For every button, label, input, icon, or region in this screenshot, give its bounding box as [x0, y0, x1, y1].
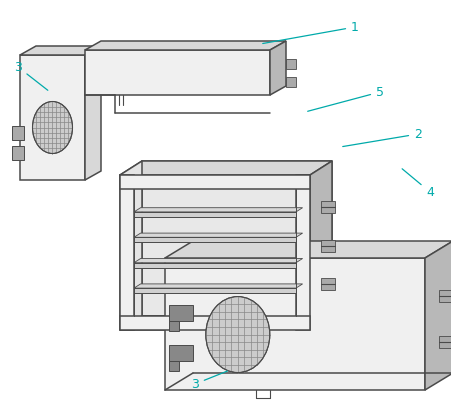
Polygon shape	[120, 316, 309, 330]
Polygon shape	[120, 161, 142, 330]
Text: 5: 5	[307, 86, 383, 111]
Polygon shape	[133, 233, 302, 237]
Text: 4: 4	[401, 169, 433, 199]
Polygon shape	[320, 201, 334, 213]
Ellipse shape	[32, 101, 72, 154]
Polygon shape	[133, 212, 295, 217]
Polygon shape	[20, 46, 101, 55]
Polygon shape	[133, 284, 302, 288]
Polygon shape	[285, 59, 295, 68]
Polygon shape	[320, 278, 334, 290]
Polygon shape	[133, 258, 302, 263]
Polygon shape	[309, 161, 331, 330]
Polygon shape	[269, 41, 285, 95]
Polygon shape	[85, 46, 101, 180]
Polygon shape	[133, 208, 302, 212]
Polygon shape	[438, 290, 451, 302]
Polygon shape	[133, 237, 295, 242]
Text: 3: 3	[14, 61, 48, 90]
Polygon shape	[12, 126, 24, 140]
Ellipse shape	[205, 297, 269, 372]
Polygon shape	[295, 175, 309, 330]
Polygon shape	[142, 161, 331, 316]
Polygon shape	[165, 258, 424, 390]
Polygon shape	[120, 161, 331, 175]
Polygon shape	[12, 145, 24, 159]
Polygon shape	[438, 336, 451, 348]
Polygon shape	[169, 361, 179, 371]
Polygon shape	[169, 321, 179, 331]
Polygon shape	[85, 41, 285, 50]
Polygon shape	[165, 241, 451, 258]
Polygon shape	[169, 305, 193, 321]
Polygon shape	[285, 77, 295, 87]
Polygon shape	[424, 241, 451, 390]
Text: 2: 2	[342, 127, 421, 147]
Polygon shape	[120, 175, 309, 189]
Polygon shape	[320, 239, 334, 251]
Polygon shape	[120, 175, 133, 330]
Polygon shape	[133, 288, 295, 293]
Polygon shape	[85, 50, 269, 95]
Polygon shape	[20, 55, 85, 180]
Text: 1: 1	[262, 21, 358, 44]
Polygon shape	[120, 316, 331, 330]
Text: 3: 3	[191, 371, 227, 391]
Polygon shape	[169, 345, 193, 361]
Polygon shape	[133, 263, 295, 268]
